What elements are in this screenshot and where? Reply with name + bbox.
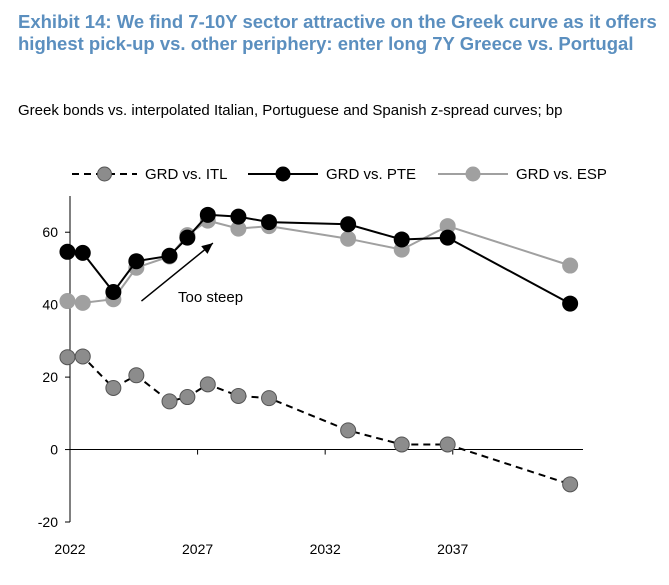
axes: -20 0 20 40 60 2022 2027 2032 2037	[38, 196, 583, 557]
data-point	[128, 367, 145, 384]
data-point	[261, 214, 278, 231]
series-layer	[59, 206, 579, 493]
legend: GRD vs. ITL GRD vs. PTE GRD vs. ESP	[72, 166, 607, 183]
data-point	[128, 253, 145, 270]
x-tick-label: 2037	[437, 541, 468, 557]
data-point	[230, 208, 247, 225]
data-point	[439, 229, 456, 246]
data-point	[105, 283, 122, 300]
data-point	[161, 247, 178, 264]
data-point	[59, 349, 76, 366]
data-point	[74, 244, 91, 261]
data-point	[74, 348, 91, 365]
data-point	[340, 230, 357, 247]
data-point	[439, 436, 456, 453]
y-tick-label: 60	[42, 224, 58, 240]
data-point	[261, 390, 278, 407]
data-point	[393, 231, 410, 248]
data-point	[199, 376, 216, 393]
data-point	[340, 216, 357, 233]
data-point	[562, 295, 579, 312]
data-point	[179, 389, 196, 406]
legend-item: GRD vs. PTE	[248, 166, 416, 183]
annotation-label: Too steep	[178, 289, 243, 306]
data-point	[340, 422, 357, 439]
data-point	[105, 379, 122, 396]
annotation-arrow-head	[201, 243, 213, 254]
legend-marker	[275, 166, 291, 182]
x-tick-label: 2032	[310, 541, 341, 557]
data-point	[393, 436, 410, 453]
legend-marker	[465, 166, 481, 182]
chart-title: Exhibit 14: We find 7-10Y sector attract…	[18, 11, 657, 54]
annotation: Too steep	[140, 242, 243, 306]
legend-label: GRD vs. ITL	[145, 166, 228, 183]
y-tick-label: -20	[38, 514, 58, 530]
x-tick-label: 2027	[182, 541, 213, 557]
data-point	[230, 387, 247, 404]
series-grd-vs-itl	[59, 348, 579, 493]
chart-subtitle: Greek bonds vs. interpolated Italian, Po…	[18, 102, 563, 119]
legend-item: GRD vs. ITL	[72, 166, 228, 183]
series-grd-vs-pte	[59, 206, 579, 312]
data-point	[59, 243, 76, 260]
legend-marker	[97, 166, 112, 182]
data-point	[74, 294, 91, 311]
annotation-arrow-line	[140, 242, 214, 302]
legend-label: GRD vs. PTE	[326, 166, 416, 183]
legend-item: GRD vs. ESP	[438, 166, 607, 183]
data-point	[562, 257, 579, 274]
data-point	[59, 293, 76, 310]
data-point	[199, 206, 216, 223]
data-point	[179, 229, 196, 246]
legend-label: GRD vs. ESP	[516, 166, 607, 183]
y-tick-label: 40	[42, 297, 58, 313]
data-point	[562, 476, 579, 493]
x-tick-label: 2022	[54, 541, 85, 557]
y-tick-label: 0	[50, 442, 58, 458]
y-tick-label: 20	[42, 369, 58, 385]
data-point	[161, 393, 178, 410]
